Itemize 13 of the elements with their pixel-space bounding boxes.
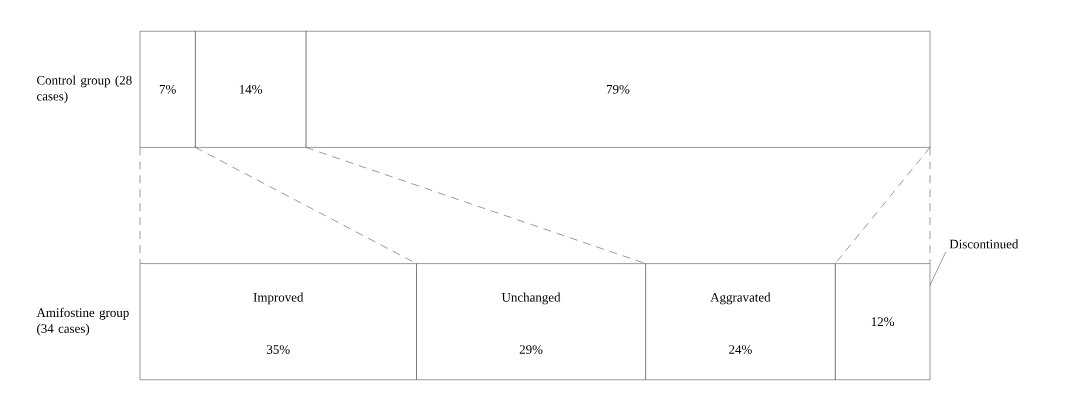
- series-label: Discontinued: [949, 239, 1019, 249]
- data-label: 79%: [606, 84, 630, 94]
- data-label: 24%: [729, 345, 752, 354]
- series-label: Unchanged: [501, 292, 561, 305]
- series-label: Improved: [253, 292, 304, 305]
- data-label: 14%: [239, 84, 263, 94]
- y-tick-label: Amifostine group (34 cases): [36, 307, 129, 336]
- data-label: 35%: [267, 345, 290, 354]
- series-label: Aggravated: [710, 292, 771, 305]
- data-label: 29%: [519, 345, 543, 354]
- y-tick-label: Control group (28 cases): [36, 75, 132, 104]
- data-label: 7%: [159, 84, 176, 94]
- data-label: 12%: [871, 317, 895, 327]
